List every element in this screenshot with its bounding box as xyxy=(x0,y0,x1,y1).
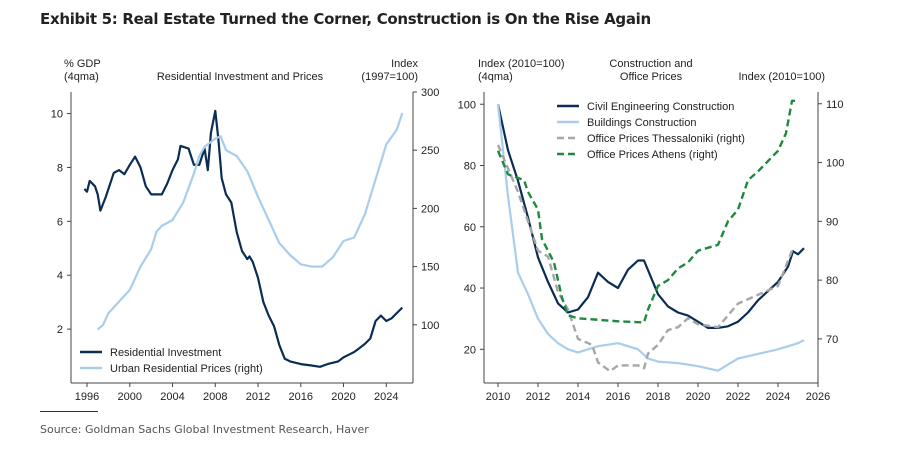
y-right-tick-label: 80 xyxy=(826,275,838,287)
series-line-urban-residential-prices-right- xyxy=(96,112,404,331)
x-tick-label: 2004 xyxy=(160,391,184,403)
x-tick-label: 2024 xyxy=(766,391,790,403)
chart-title: Construction and xyxy=(609,58,692,70)
x-tick-label: 2016 xyxy=(606,391,630,403)
x-tick-label: 2014 xyxy=(566,391,590,403)
series-line-civil-engineering-construction xyxy=(496,104,805,329)
legend-label: Office Prices Thessaloniki (right) xyxy=(587,133,745,145)
x-tick-label: 2000 xyxy=(118,391,142,403)
y-right-tick-label: 300 xyxy=(421,87,439,99)
divider xyxy=(40,411,98,412)
chart-title: Residential Investment and Prices xyxy=(157,71,324,83)
y-left-tick-label: 80 xyxy=(464,161,476,173)
series-line-office-prices-thessaloniki-right- xyxy=(496,144,794,373)
x-tick-label: 2024 xyxy=(374,391,398,403)
x-tick-label: 2012 xyxy=(246,391,270,403)
y-left-tick-label: 100 xyxy=(458,99,476,111)
y-left-tick-label: 60 xyxy=(464,222,476,234)
y-left-tick-label: 10 xyxy=(51,109,63,121)
y-right-tick-label: 100 xyxy=(826,158,844,170)
y-left-tick-label: 2 xyxy=(57,324,63,336)
y-left-tick-label: 20 xyxy=(464,344,476,356)
x-tick-label: 2010 xyxy=(486,391,510,403)
x-tick-label: 1996 xyxy=(75,391,99,403)
series-line-residential-investment xyxy=(83,109,404,368)
chart-title: Office Prices xyxy=(620,71,683,83)
y-right-tick-label: 200 xyxy=(421,203,439,215)
y-left-label: % GDP xyxy=(64,58,101,70)
y-right-tick-label: 110 xyxy=(826,99,844,111)
x-tick-label: 2020 xyxy=(686,391,710,403)
legend-label: Urban Residential Prices (right) xyxy=(110,363,263,375)
legend-label: Residential Investment xyxy=(110,347,221,359)
y-left-tick-label: 6 xyxy=(57,216,63,228)
y-left-tick-label: 8 xyxy=(57,162,63,174)
legend-label: Buildings Construction xyxy=(587,117,696,129)
x-tick-label: 2016 xyxy=(289,391,313,403)
series-line-office-prices-athens-right- xyxy=(496,99,798,324)
y-right-label: (1997=100) xyxy=(361,71,418,83)
y-right-tick-label: 150 xyxy=(421,262,439,274)
y-right-tick-label: 90 xyxy=(826,216,838,228)
exhibit-title: Exhibit 5: Real Estate Turned the Corner… xyxy=(40,10,651,28)
x-tick-label: 2008 xyxy=(203,391,227,403)
y-left-label: Index (2010=100) xyxy=(478,58,565,70)
x-tick-label: 2026 xyxy=(806,391,830,403)
series-line-buildings-construction xyxy=(496,104,805,372)
y-right-tick-label: 70 xyxy=(826,334,838,346)
y-left-label: (4qma) xyxy=(478,71,513,83)
x-tick-label: 2020 xyxy=(331,391,355,403)
y-right-tick-label: 250 xyxy=(421,145,439,157)
y-right-tick-label: 100 xyxy=(421,320,439,332)
y-left-tick-label: 4 xyxy=(57,270,63,282)
y-left-tick-label: 40 xyxy=(464,283,476,295)
x-tick-label: 2012 xyxy=(526,391,550,403)
y-right-label: Index (2010=100) xyxy=(738,71,825,83)
legend-label: Civil Engineering Construction xyxy=(587,101,734,113)
y-right-label: Index xyxy=(391,58,418,70)
legend-label: Office Prices Athens (right) xyxy=(587,149,718,161)
x-tick-label: 2022 xyxy=(726,391,750,403)
x-tick-label: 2018 xyxy=(646,391,670,403)
y-left-label: (4qma) xyxy=(64,71,99,83)
source-note: Source: Goldman Sachs Global Investment … xyxy=(40,423,369,436)
